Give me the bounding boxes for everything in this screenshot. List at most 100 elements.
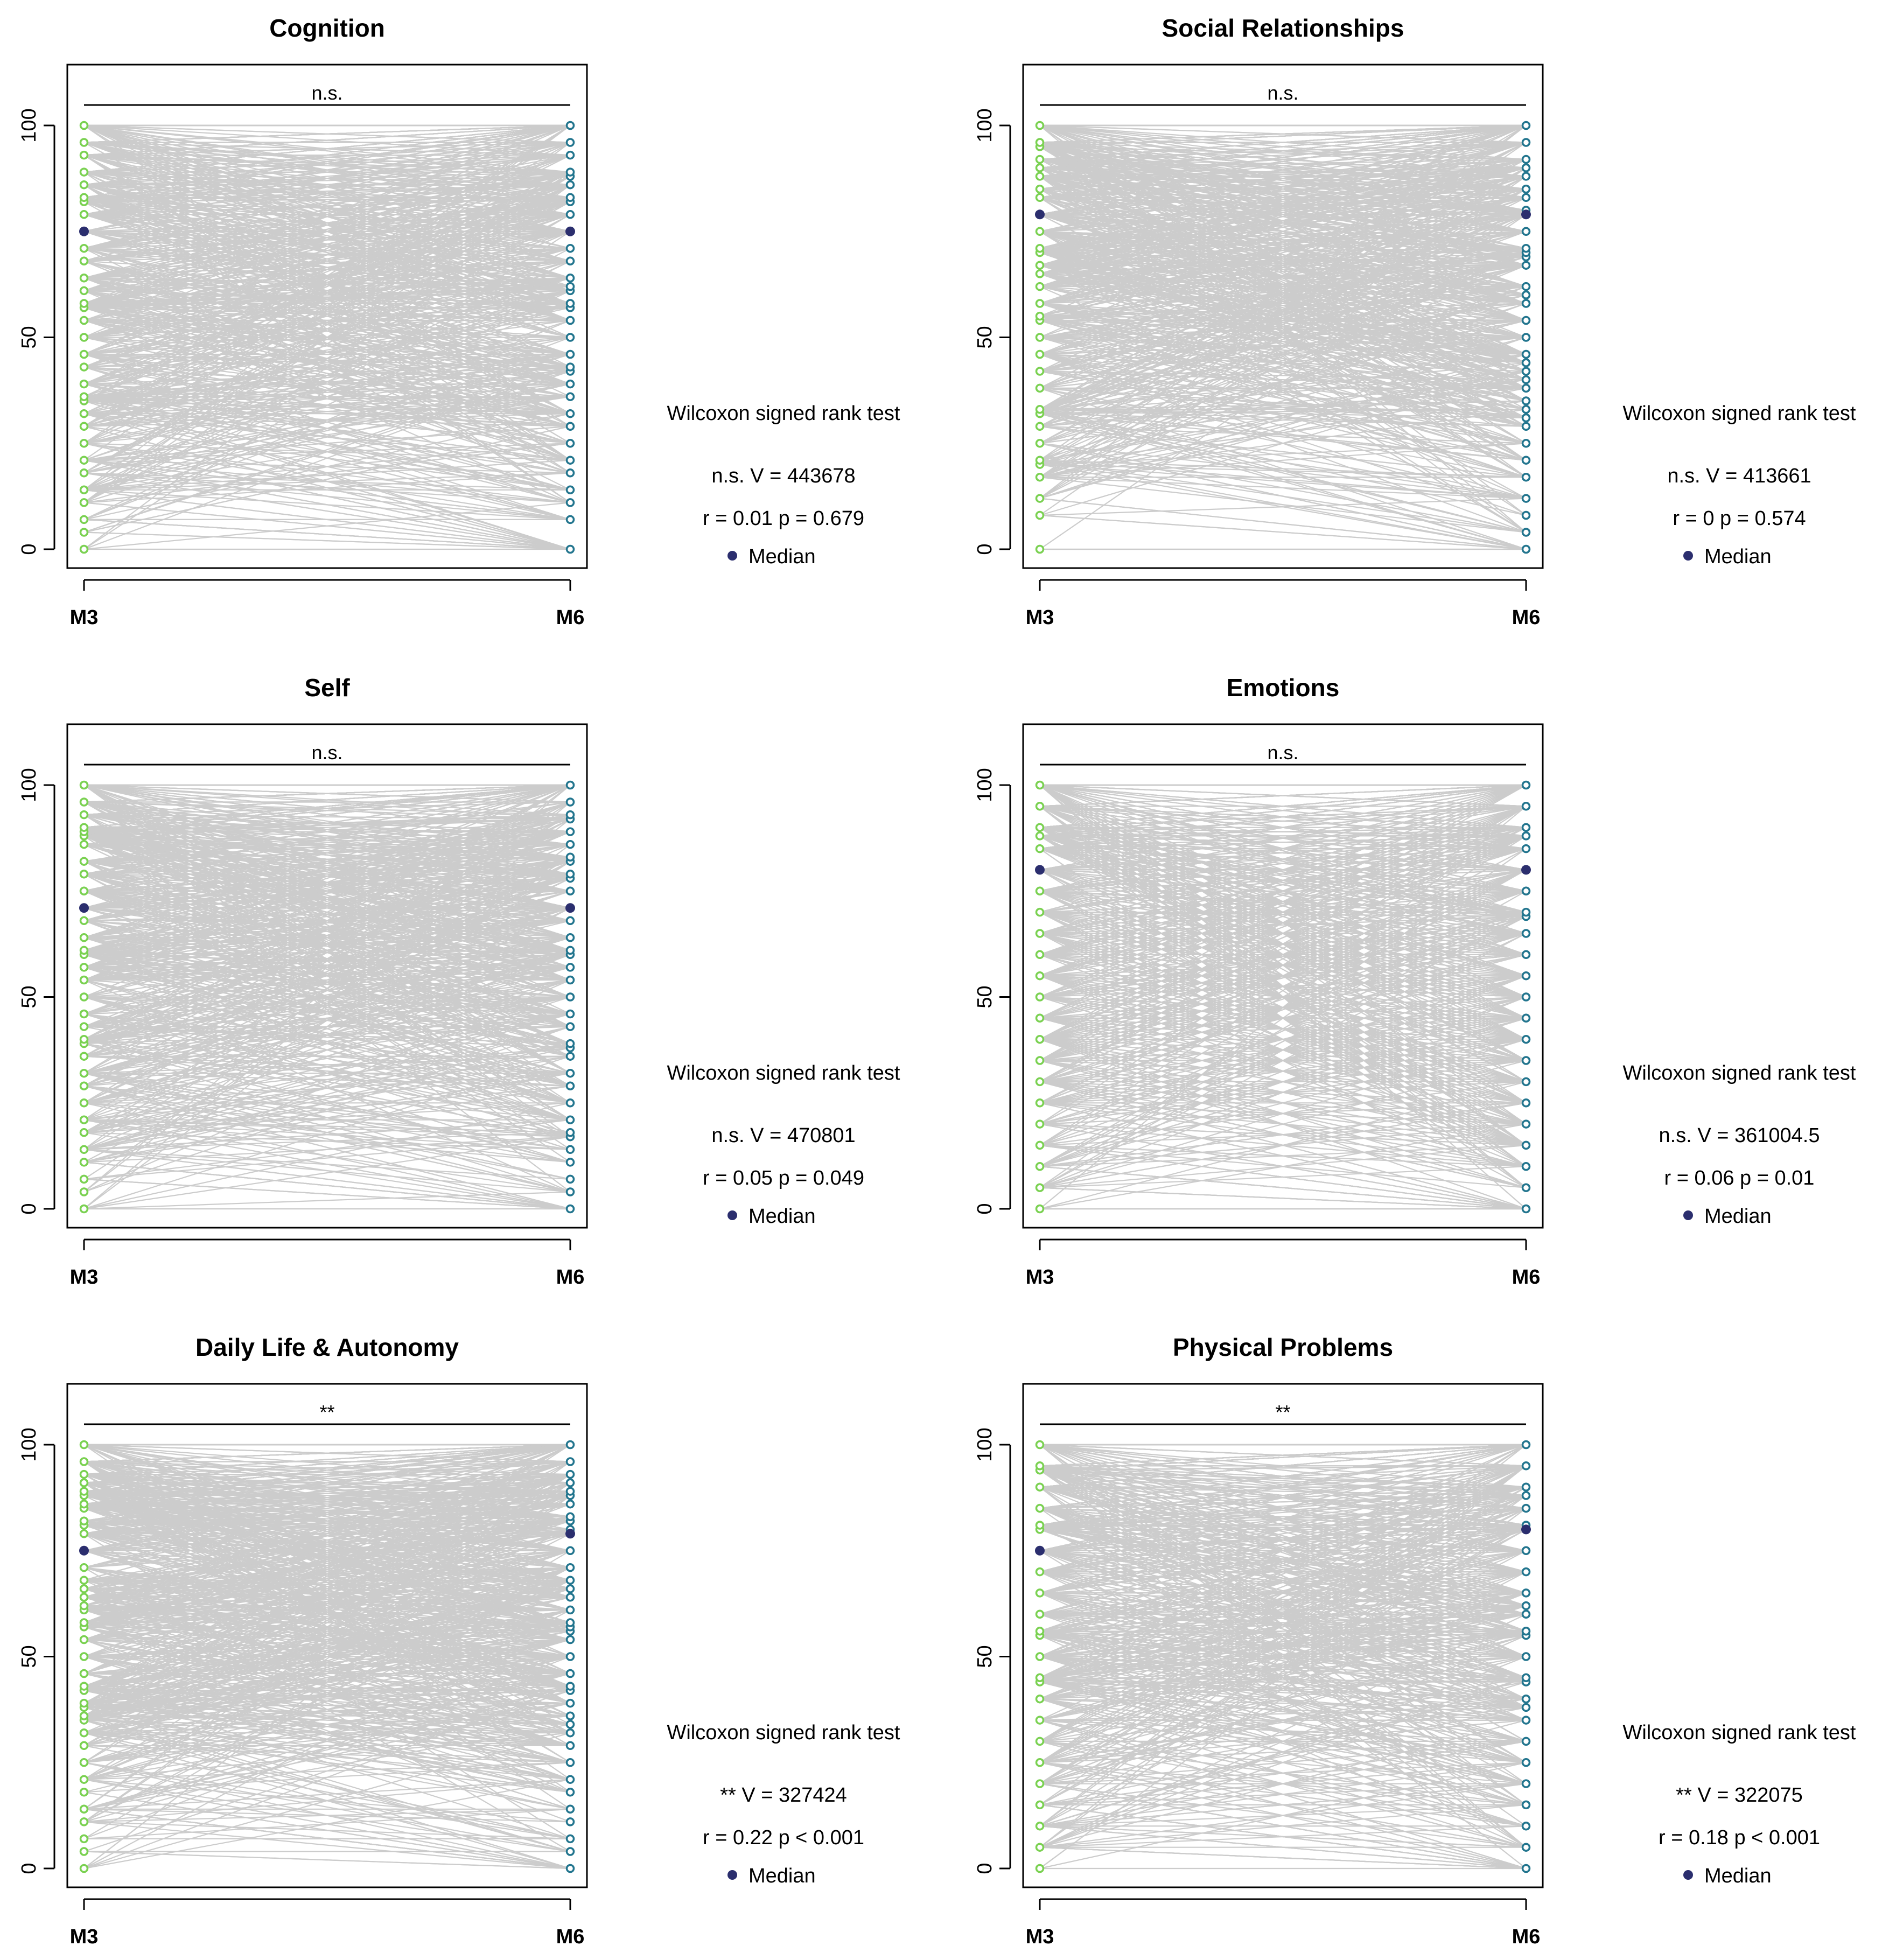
y-tick-label: 50: [974, 326, 996, 348]
m3-point: [1035, 1183, 1045, 1192]
m6-point: [565, 1145, 575, 1154]
m3-point: [79, 992, 89, 1002]
m6-point: [1521, 243, 1531, 253]
median-point-m6: [565, 1529, 575, 1539]
paired-line: [83, 413, 571, 520]
paired-line: [83, 184, 571, 202]
paired-line: [83, 1495, 571, 1641]
paired-line: [83, 277, 571, 368]
paired-line: [83, 1043, 571, 1163]
paired-line: [1039, 319, 1527, 338]
stats-r-p-value: r = 0.22 p < 0.001: [703, 1826, 864, 1849]
paired-line: [83, 1579, 571, 1746]
paired-line: [1039, 827, 1527, 871]
paired-line: [1039, 353, 1527, 461]
paired-line: [1039, 303, 1527, 317]
m3-point: [1035, 780, 1045, 790]
m3-point: [79, 1187, 89, 1196]
m3-point: [1035, 269, 1045, 278]
m6-point: [565, 1469, 575, 1479]
y-tick-label: 0: [974, 1203, 996, 1214]
chart-title: Emotions: [1227, 674, 1340, 702]
m6-point: [565, 963, 575, 972]
m3-point: [1035, 456, 1045, 465]
paired-line: [83, 425, 571, 533]
m6-point: [1521, 290, 1531, 300]
paired-line: [1039, 167, 1527, 215]
m3-point: [79, 963, 89, 972]
paired-line: [83, 1516, 571, 1687]
m3-point: [79, 498, 89, 507]
paired-line: [83, 801, 571, 909]
m6-point: [565, 362, 575, 372]
m3-point: [79, 180, 89, 190]
paired-line: [1039, 230, 1527, 381]
m3-point: [79, 468, 89, 478]
stats-v-value: n.s. V = 413661: [1667, 465, 1811, 487]
paired-line: [1039, 459, 1527, 478]
m3-point: [79, 138, 89, 147]
paired-line: [83, 142, 571, 202]
paired-line: [83, 197, 571, 321]
paired-line: [83, 337, 571, 385]
paired-line: [83, 1474, 571, 1496]
paired-line: [83, 1482, 571, 1535]
m6-point: [1521, 831, 1531, 841]
m3-point: [79, 1115, 89, 1124]
m6-point: [565, 1652, 575, 1661]
paired-line: [83, 937, 571, 1045]
m3-point: [1035, 886, 1045, 896]
paired-line: [1039, 835, 1527, 871]
paired-line: [83, 996, 571, 1040]
m3-point: [79, 1834, 89, 1844]
paired-line: [83, 124, 571, 143]
paired-line: [83, 337, 571, 520]
paired-line: [83, 400, 571, 491]
m6-point: [565, 1478, 575, 1488]
paired-line: [1039, 1144, 1527, 1167]
paired-line: [1039, 230, 1527, 249]
paired-line: [1039, 256, 1527, 389]
m6-point: [565, 1187, 575, 1196]
m6-point: [1521, 422, 1531, 431]
m3-point: [79, 333, 89, 342]
paired-line: [83, 784, 571, 820]
paired-line: [83, 1703, 571, 1721]
y-tick-label: 100: [974, 108, 996, 142]
m6-point: [565, 210, 575, 219]
m3-point: [1035, 333, 1045, 342]
paired-line: [83, 954, 571, 1074]
paired-line: [1039, 1102, 1527, 1146]
paired-line: [1039, 188, 1527, 317]
y-tick-label: 0: [18, 1863, 40, 1874]
m6-point: [1521, 1204, 1531, 1214]
m3-point: [1035, 227, 1045, 236]
paired-line: [1039, 337, 1527, 410]
paired-line: [83, 1444, 571, 1509]
paired-line: [83, 1119, 571, 1193]
m3-point: [79, 1478, 89, 1488]
paired-line: [1039, 1102, 1527, 1188]
paired-line: [1039, 230, 1527, 304]
paired-line: [83, 319, 571, 427]
paired-line: [83, 1495, 571, 1505]
m3-point: [1035, 472, 1045, 482]
median-legend-label: Median: [748, 1205, 816, 1228]
m6-point: [565, 810, 575, 820]
paired-line: [1039, 252, 1527, 363]
paired-line: [83, 1762, 571, 1793]
paired-line: [83, 1073, 571, 1150]
paired-line: [1039, 362, 1527, 499]
m6-point: [565, 193, 575, 202]
stats-r-p-value: r = 0.01 p = 0.679: [703, 507, 864, 530]
m3-point: [1035, 261, 1045, 270]
paired-line: [83, 967, 571, 998]
paired-line: [83, 827, 571, 909]
m6-point: [1521, 405, 1531, 414]
paired-line: [83, 1762, 571, 1780]
paired-line: [83, 1490, 571, 1590]
plot-frame: [1022, 723, 1544, 1229]
paired-line: [83, 1533, 571, 1569]
m6-point: [1521, 886, 1531, 896]
